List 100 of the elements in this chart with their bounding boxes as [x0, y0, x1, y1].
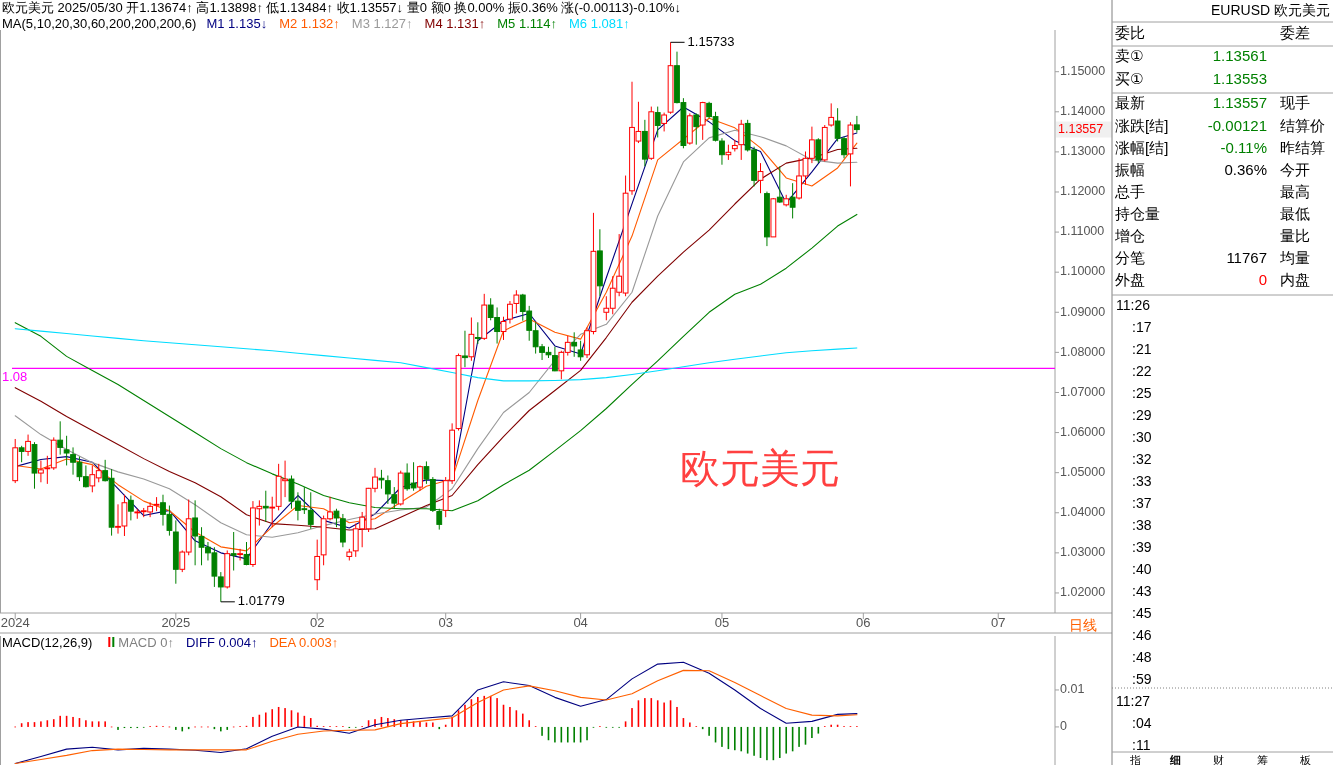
text: 委差 — [1280, 24, 1310, 41]
candlestick — [853, 115, 860, 133]
text: 筹 — [1256, 754, 1268, 765]
candlestick — [307, 491, 314, 530]
text: 1.13561 — [1212, 47, 1267, 64]
text: 日线 — [1069, 617, 1097, 633]
chart-title: 欧元美元 2025/05/30 开1.13674↑ 高1.13898↑ 低1.13484↑ 收1.13557↓ 量0 额0 换0.00% 振0.36% 涨(-0.00113)-0.10%↓ — [2, 0, 682, 15]
candlestick — [654, 106, 661, 138]
text: 今开 — [1280, 161, 1310, 178]
chart-subtitle: MA(5,10,20,30,60,200,200,200,6) — [2, 16, 197, 31]
text: M1 1.135↓ — [206, 16, 268, 31]
ref-line-label: 1.08 — [2, 369, 28, 385]
text: 现手 — [1280, 94, 1310, 111]
text: 昨结算 — [1280, 139, 1325, 156]
candlestick — [507, 300, 513, 324]
text: :40 — [1132, 561, 1152, 577]
y-tick-label: 1.13000 — [1060, 144, 1106, 159]
text: 11:27 — [1116, 693, 1151, 709]
text: :59 — [1132, 671, 1152, 687]
candlestick — [577, 340, 584, 362]
text: M2 1.132↑ — [279, 16, 340, 31]
legend-label: MACD 0↑ — [118, 635, 174, 650]
x-tick-label: 03 — [438, 615, 453, 631]
text: 11:26 — [1116, 297, 1151, 313]
text: :30 — [1132, 429, 1152, 445]
candlestick — [237, 548, 243, 561]
text: :32 — [1132, 451, 1152, 467]
y-tick-label: 1.09000 — [1060, 304, 1106, 319]
candlestick — [314, 539, 321, 591]
text: :46 — [1132, 627, 1152, 643]
candlestick — [757, 162, 764, 194]
text: :45 — [1132, 605, 1152, 621]
text: 0 — [1258, 271, 1267, 288]
text: 量比 — [1280, 227, 1310, 244]
candlestick — [38, 460, 44, 483]
text: 涨幅[结] — [1115, 139, 1169, 156]
y-tick-label: 1.08000 — [1060, 344, 1106, 359]
y-tick-label: 1.15000 — [1060, 64, 1106, 78]
text: M4 1.131↑ — [424, 16, 486, 31]
text: :17 — [1132, 319, 1152, 335]
candlestick — [468, 316, 475, 362]
candlestick — [230, 531, 237, 571]
x-tick-label: 05 — [714, 615, 730, 631]
text: DIFF 0.004↑ — [185, 635, 258, 650]
candlestick — [571, 331, 578, 358]
x-tick-label: 07 — [991, 615, 1006, 631]
text: 1.13557 — [1212, 94, 1267, 111]
text: 0.36% — [1224, 161, 1267, 178]
text: :04 — [1132, 715, 1152, 731]
x-tick-label: 04 — [573, 615, 588, 631]
text: :43 — [1132, 583, 1152, 599]
y-tick-label: 1.06000 — [1060, 424, 1106, 439]
text: 结算价 — [1280, 117, 1325, 134]
candlestick — [25, 434, 31, 457]
text: 1.13553 — [1212, 70, 1267, 87]
text: :21 — [1132, 341, 1152, 357]
y-tick-label: 1.03000 — [1060, 545, 1106, 560]
text: 1.13557 — [1058, 121, 1104, 136]
text: :38 — [1132, 517, 1152, 533]
text: 均量 — [1279, 249, 1310, 266]
text: :39 — [1132, 539, 1152, 555]
text: 买① — [1115, 70, 1144, 87]
candlestick — [776, 165, 783, 204]
text: :22 — [1132, 363, 1152, 379]
text: :37 — [1132, 495, 1152, 511]
text: :33 — [1132, 473, 1152, 489]
candlestick — [828, 102, 835, 128]
text: :29 — [1132, 407, 1152, 423]
candlestick — [513, 289, 520, 314]
candlestick — [738, 119, 745, 161]
text: 涨跌[结] — [1115, 117, 1169, 134]
y-tick-label: 1.04000 — [1060, 505, 1106, 520]
candlestick — [57, 420, 64, 456]
candlestick — [262, 490, 269, 523]
candlestick — [417, 464, 423, 492]
x-tick-label: 2025 — [161, 615, 191, 631]
text: 11767 — [1226, 249, 1267, 266]
y-tick-label: 0.01 — [1060, 682, 1085, 697]
annotation: 1.01779 — [237, 593, 285, 609]
candlestick — [661, 112, 668, 132]
text: 最新 — [1115, 94, 1145, 111]
text: 持仓量 — [1115, 205, 1160, 222]
text: 细 — [1168, 754, 1181, 765]
y-tick-label: 1.10000 — [1060, 264, 1106, 279]
text: 内盘 — [1280, 271, 1310, 288]
text: DEA 0.003↑ — [269, 635, 339, 650]
text: 增仓 — [1114, 227, 1145, 244]
text: 板 — [1298, 754, 1311, 765]
text: M5 1.114↑ — [497, 16, 557, 31]
text: 财 — [1212, 754, 1224, 765]
y-tick-label: 1.07000 — [1060, 384, 1106, 399]
candlestick — [815, 137, 822, 164]
text: M6 1.081↑ — [569, 16, 630, 31]
text: 卖① — [1115, 47, 1144, 64]
text: :25 — [1132, 385, 1152, 401]
y-tick-label: 0 — [1060, 719, 1067, 734]
text: EURUSD 欧元美元 — [1210, 2, 1330, 18]
y-tick-label: 1.12000 — [1060, 184, 1106, 199]
text: 外盘 — [1115, 271, 1145, 288]
text: 委比 — [1115, 24, 1145, 41]
